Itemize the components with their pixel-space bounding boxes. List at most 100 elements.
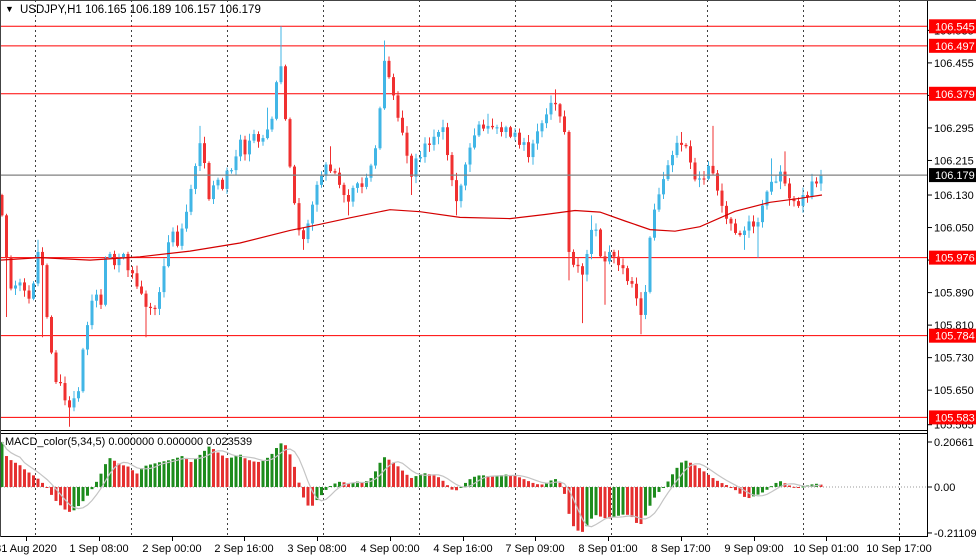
candle-body [27, 290, 31, 299]
candle-body [423, 143, 427, 158]
macd-bar [320, 487, 323, 496]
macd-bar [351, 482, 355, 488]
candle-body [149, 306, 152, 309]
macd-bar [243, 458, 247, 488]
macd-bar [626, 487, 629, 515]
macd-bar [774, 482, 778, 488]
candle-body [783, 171, 787, 184]
candle-body [441, 127, 445, 133]
candle-body [761, 205, 764, 223]
candle-body [675, 142, 679, 156]
macd-bar [36, 478, 40, 488]
candle-body [684, 144, 688, 147]
macd-bar [194, 459, 197, 488]
candle-body [311, 204, 314, 224]
candle-body [774, 181, 778, 183]
price-tick-label: 106.295 [934, 123, 974, 135]
ma-line[interactable] [0, 194, 823, 261]
macd-bar [126, 466, 130, 488]
macd-bar [369, 478, 373, 488]
macd-bar [428, 474, 431, 488]
candle-body [356, 183, 359, 188]
candle-body [23, 282, 26, 291]
candle-body [806, 195, 809, 198]
macd-bar [185, 458, 188, 488]
candle-body [410, 155, 413, 177]
candle-body [657, 194, 661, 210]
macd-bar [504, 474, 508, 488]
macd-bar [68, 487, 71, 512]
macd-bar [788, 485, 791, 488]
candle-body [603, 256, 607, 262]
price-tick-label: 105.730 [934, 353, 974, 365]
candle-body [135, 273, 139, 287]
sr-price-badge [929, 19, 976, 34]
macd-bar [419, 474, 422, 488]
candle-body [689, 146, 692, 163]
candle-body [545, 114, 548, 124]
macd-bar [693, 465, 697, 488]
candle-body [162, 266, 166, 293]
candle-body [189, 188, 193, 212]
macd-bar [468, 479, 472, 488]
macd-bar [414, 476, 418, 488]
candle-body [734, 223, 737, 233]
price-badge-label: 106.545 [935, 21, 975, 33]
time-tick-label: 2 Sep 00:00 [142, 543, 201, 555]
candle-body [41, 251, 44, 266]
macd-bar [725, 485, 728, 488]
candle-body [698, 178, 701, 180]
candle-body [621, 265, 625, 269]
macd-bar [225, 458, 229, 488]
candle-body [405, 132, 409, 156]
price-badge-label: 105.976 [935, 253, 975, 265]
candle-body [680, 142, 683, 145]
candle-body [243, 139, 247, 155]
ma-line-path[interactable] [0, 194, 823, 261]
candle-body [81, 349, 85, 392]
candle-body [320, 175, 323, 185]
macd-bar [387, 459, 391, 488]
macd-bar [32, 475, 35, 488]
symbol-dropdown-icon[interactable]: ▼ [5, 4, 14, 14]
price-badge-label: 105.583 [935, 412, 975, 424]
macd-bar [23, 469, 26, 488]
sr-lines[interactable] [0, 25, 927, 418]
candle-body [527, 142, 530, 158]
candle-body [351, 187, 355, 202]
candle-body [185, 211, 188, 229]
macd-bar [617, 487, 620, 516]
window-frame [0, 0, 976, 537]
macd-tick-label: 0.00 [934, 482, 955, 494]
candle-body [644, 291, 647, 315]
macd-bar [549, 480, 553, 488]
candle-body [9, 257, 13, 289]
macd-bar [9, 460, 13, 488]
candle-body [428, 143, 431, 145]
candle-body [77, 391, 80, 399]
price-badge-label: 106.179 [935, 170, 975, 182]
candle-body [797, 201, 800, 206]
macd-bar [261, 460, 265, 488]
candle-body [599, 229, 602, 257]
macd-bar [509, 475, 512, 488]
candle-body [662, 179, 665, 195]
macd-bar [117, 463, 121, 488]
candle-body [257, 134, 260, 142]
macd-bar [252, 461, 256, 488]
macd-bar [594, 487, 598, 516]
macd-bar [536, 484, 539, 488]
candle-body [176, 231, 179, 246]
macd-bar [284, 445, 287, 488]
candle-body [477, 124, 481, 136]
candle-body [572, 251, 575, 265]
macd-bar [135, 473, 139, 488]
macd-bar [396, 466, 400, 488]
candle-body [531, 143, 535, 158]
candle-body [549, 102, 553, 115]
candle-body [239, 139, 242, 157]
candle-body [32, 283, 35, 299]
candle-body [144, 293, 148, 307]
candle-body [554, 102, 557, 105]
